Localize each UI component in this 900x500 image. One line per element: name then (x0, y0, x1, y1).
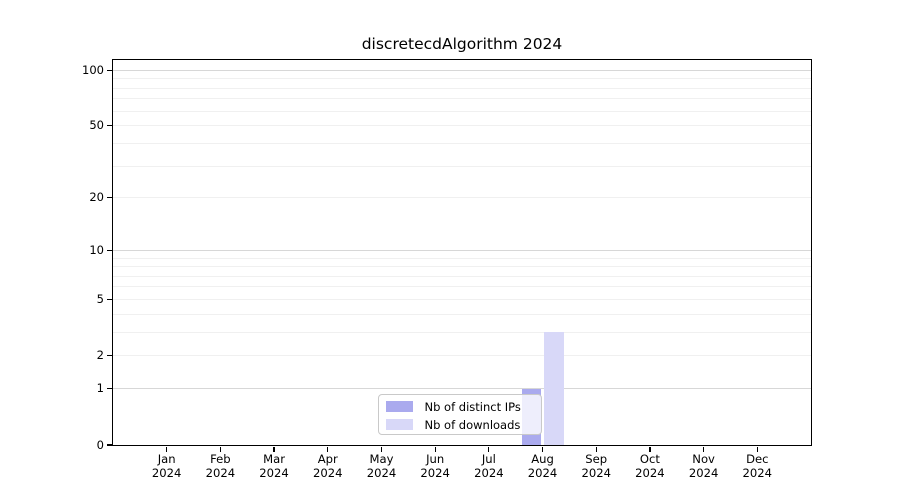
x-tick-mark (649, 446, 651, 452)
y-tick-mark (106, 125, 112, 127)
x-tick-mark (380, 446, 383, 452)
minor-gridline (113, 165, 811, 167)
y-tick-mark (106, 69, 112, 71)
minor-gridline (113, 197, 811, 199)
x-tick-label: Sep 2024 (581, 452, 611, 480)
x-tick-label: Aug 2024 (527, 452, 558, 480)
y-tick-mark (106, 355, 112, 357)
x-tick-mark (327, 446, 329, 452)
legend: Nb of distinct IPs Nb of downloads (377, 393, 542, 435)
y-tick-label: 1 (96, 381, 104, 396)
bar-nb-of-downloads-aug-2024 (544, 332, 564, 445)
minor-gridline (113, 266, 811, 268)
y-tick-label: 0 (96, 437, 104, 452)
y-tick-label: 10 (89, 242, 104, 257)
minor-gridline (113, 286, 811, 288)
legend-swatch-downloads-icon (385, 419, 413, 430)
minor-gridline (113, 142, 811, 144)
x-tick-mark (756, 446, 758, 452)
y-tick-label: 100 (82, 62, 104, 77)
x-tick-mark (488, 446, 490, 452)
minor-gridline (113, 355, 811, 357)
major-gridline (113, 388, 811, 390)
y-tick-mark (106, 249, 112, 251)
x-tick-mark (702, 446, 705, 452)
minor-gridline (113, 110, 811, 112)
x-tick-label: Dec 2024 (742, 452, 773, 480)
legend-label-distinct-ips: Nb of distinct IPs (424, 399, 521, 414)
x-tick-label: Feb 2024 (205, 452, 236, 480)
x-tick-label: Oct 2024 (635, 452, 665, 480)
legend-item-distinct-ips: Nb of distinct IPs (385, 398, 541, 416)
legend-item-downloads: Nb of downloads (385, 416, 541, 434)
minor-gridline (113, 313, 811, 315)
major-gridline (113, 69, 811, 71)
legend-label-downloads: Nb of downloads (424, 417, 521, 432)
legend-swatch-distinct-ips-icon (385, 401, 413, 412)
x-tick-label: Apr 2024 (313, 452, 343, 480)
minor-gridline (113, 331, 811, 333)
minor-gridline (113, 87, 811, 89)
y-tick-mark (106, 388, 112, 390)
x-tick-mark (434, 446, 436, 452)
y-tick-label: 5 (96, 291, 104, 306)
y-tick-mark (106, 197, 112, 199)
x-tick-label: Jun 2024 (420, 452, 450, 480)
y-tick-mark (106, 298, 112, 301)
minor-gridline (113, 298, 811, 300)
y-tick-label: 20 (89, 190, 104, 205)
x-tick-mark (595, 446, 597, 452)
x-tick-label: Nov 2024 (688, 452, 719, 480)
y-tick-mark (106, 444, 112, 446)
x-tick-label: May 2024 (366, 452, 397, 480)
minor-gridline (113, 125, 811, 127)
chart-title: discretecdAlgorithm 2024 (361, 35, 563, 53)
minor-gridline (113, 78, 811, 80)
x-tick-mark (166, 446, 168, 452)
minor-gridline (113, 257, 811, 259)
minor-gridline (113, 275, 811, 277)
minor-gridline (113, 98, 811, 100)
y-tick-label: 50 (89, 118, 104, 133)
axes-spines (111, 58, 812, 446)
x-tick-mark (541, 446, 544, 452)
major-gridline (113, 249, 811, 251)
y-tick-label: 2 (96, 348, 104, 363)
x-tick-label: Jul 2024 (474, 452, 504, 480)
x-tick-mark (273, 446, 275, 452)
x-tick-label: Jan 2024 (151, 452, 182, 480)
x-tick-mark (219, 446, 222, 452)
x-tick-label: Mar 2024 (259, 452, 289, 480)
